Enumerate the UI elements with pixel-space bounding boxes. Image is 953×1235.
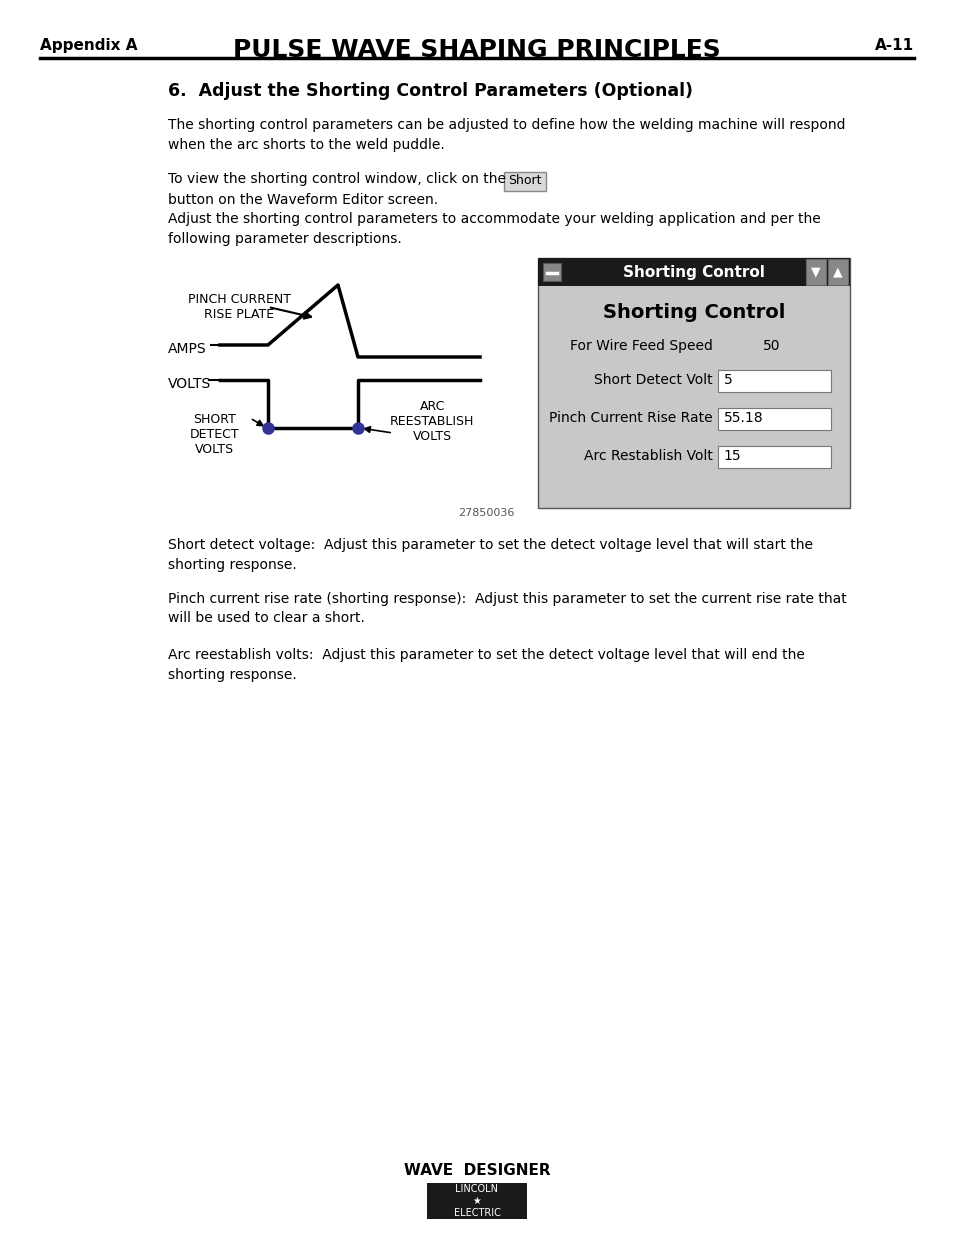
Text: Short detect voltage:  Adjust this parameter to set the detect voltage level tha: Short detect voltage: Adjust this parame… — [168, 538, 812, 572]
Text: ▲: ▲ — [832, 266, 841, 279]
FancyBboxPatch shape — [503, 172, 545, 191]
Text: 6.  Adjust the Shorting Control Parameters (Optional): 6. Adjust the Shorting Control Parameter… — [168, 82, 692, 100]
Text: The shorting control parameters can be adjusted to define how the welding machin: The shorting control parameters can be a… — [168, 119, 844, 152]
Text: Arc Restablish Volt: Arc Restablish Volt — [583, 450, 712, 463]
Bar — [718, 408, 830, 430]
Text: 5: 5 — [723, 373, 732, 387]
Text: Shorting Control: Shorting Control — [602, 303, 784, 321]
Bar — [827, 259, 847, 285]
Text: AMPS: AMPS — [168, 342, 207, 356]
Text: ARC
REESTABLISH
VOLTS: ARC REESTABLISH VOLTS — [390, 400, 474, 443]
Text: 15: 15 — [723, 450, 740, 463]
Text: WAVE  DESIGNER: WAVE DESIGNER — [403, 1163, 550, 1178]
Text: 50: 50 — [761, 338, 780, 353]
Bar — [542, 263, 560, 282]
Text: Short: Short — [508, 174, 541, 188]
Text: 55.18: 55.18 — [723, 411, 762, 425]
Bar — [537, 258, 849, 508]
Text: button on the Waveform Editor screen.
Adjust the shorting control parameters to : button on the Waveform Editor screen. Ad… — [168, 193, 820, 246]
Text: Pinch current rise rate (shorting response):  Adjust this parameter to set the c: Pinch current rise rate (shorting respon… — [168, 592, 846, 625]
Text: To view the shorting control window, click on the: To view the shorting control window, cli… — [168, 172, 505, 186]
Text: 27850036: 27850036 — [458, 508, 515, 517]
Text: Pinch Current Rise Rate: Pinch Current Rise Rate — [549, 411, 712, 425]
Text: LINCOLN
★
ELECTRIC: LINCOLN ★ ELECTRIC — [453, 1184, 500, 1218]
Text: PULSE WAVE SHAPING PRINCIPLES: PULSE WAVE SHAPING PRINCIPLES — [233, 38, 720, 62]
Bar — [718, 370, 830, 391]
Bar — [427, 1183, 526, 1219]
Bar — [718, 446, 830, 468]
Text: PINCH CURRENT
RISE PLATE: PINCH CURRENT RISE PLATE — [188, 293, 291, 321]
Text: VOLTS: VOLTS — [168, 377, 211, 391]
Text: ▼: ▼ — [810, 266, 820, 279]
Text: Shorting Control: Shorting Control — [622, 264, 764, 279]
Text: For Wire Feed Speed: For Wire Feed Speed — [569, 338, 712, 353]
Text: Arc reestablish volts:  Adjust this parameter to set the detect voltage level th: Arc reestablish volts: Adjust this param… — [168, 648, 804, 682]
Bar — [537, 258, 849, 287]
Bar — [805, 259, 825, 285]
Text: A-11: A-11 — [874, 38, 913, 53]
Text: Short Detect Volt: Short Detect Volt — [594, 373, 712, 387]
Text: SHORT
DETECT
VOLTS: SHORT DETECT VOLTS — [190, 412, 239, 456]
Text: Appendix A: Appendix A — [40, 38, 137, 53]
